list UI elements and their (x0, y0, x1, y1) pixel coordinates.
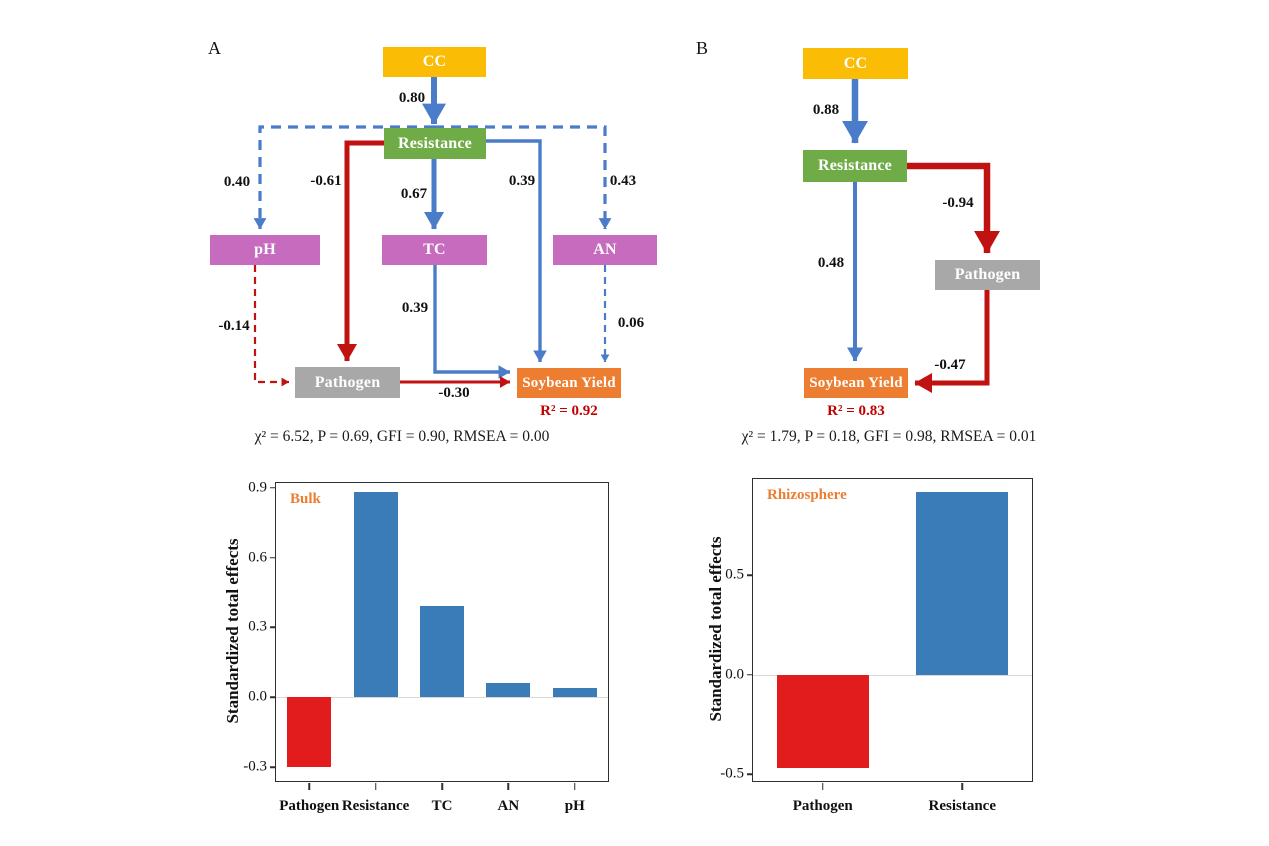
bar-resistance (353, 492, 398, 698)
y-tick-label: -0.3 (243, 758, 267, 775)
fit-statistics-a: χ² = 6.52, P = 0.69, GFI = 0.90, RMSEA =… (254, 428, 550, 445)
x-tick-label-ph: pH (564, 798, 585, 814)
arrow-a-resistance-yield (486, 139, 547, 363)
y-tick-label: 0.5 (725, 566, 744, 583)
coef-b-resistance-yield: 0.48 (817, 255, 845, 271)
node-b-cc: CC (803, 48, 908, 79)
x-tick-label-resistance: Resistance (341, 798, 410, 814)
y-tick-label: 0.9 (248, 479, 267, 496)
x-tick-mark (961, 783, 963, 790)
x-tick-mark (308, 783, 310, 790)
bar-ph (552, 687, 597, 698)
x-tick-mark (441, 783, 443, 790)
x-tick-label-pathogen: Pathogen (279, 798, 340, 814)
arrow-a-ph-pathogen-dashed (253, 265, 290, 387)
coef-a-resistance-an: 0.43 (609, 173, 637, 189)
bar-resistance (916, 491, 1009, 675)
arrow-b-resistance-pathogen (907, 162, 1000, 254)
chart-annotation: Rhizosphere (767, 487, 847, 503)
arrow-a-resistance-an-dashed (434, 125, 612, 230)
node-a-resistance: Resistance (384, 128, 486, 159)
arrow-b-pathogen-yield (914, 290, 990, 393)
coef-b-pathogen-yield: -0.47 (934, 357, 966, 373)
y-tick-mark (747, 773, 753, 775)
r2-label-b: R² = 0.83 (827, 403, 885, 419)
plot-area: Rhizosphere 0.5 0.0 -0.5 Pathogen Resistance (720, 478, 1033, 814)
chart-annotation: Bulk (290, 491, 321, 507)
y-tick-label: 0.0 (725, 666, 744, 683)
y-axis-title: Standardized total effects (223, 538, 242, 724)
coef-a-resistance-yield: 0.39 (508, 173, 536, 189)
coef-a-resistance-ph: 0.40 (223, 174, 251, 190)
y-tick-mark (747, 673, 753, 676)
panel-label-b: B (696, 38, 709, 58)
node-b-soybean-yield: Soybean Yield (804, 368, 908, 398)
node-b-resistance: Resistance (803, 150, 907, 182)
coef-a-pathogen-yield: -0.30 (438, 385, 470, 401)
y-tick-mark (747, 574, 753, 577)
bar-pathogen (776, 674, 869, 769)
coef-b-resistance-pathogen: -0.94 (942, 195, 974, 211)
y-tick-label: 0.3 (248, 618, 267, 635)
r2-label-a: R² = 0.92 (540, 403, 598, 419)
fit-statistics-b: χ² = 1.79, P = 0.18, GFI = 0.98, RMSEA =… (741, 428, 1037, 445)
panel-label-a: A (208, 38, 221, 58)
y-tick-mark (270, 766, 276, 768)
x-tick-mark (507, 783, 510, 790)
coef-a-tc-yield: 0.39 (401, 300, 429, 316)
x-tick-label-pathogen: Pathogen (792, 798, 853, 814)
node-a-ph: pH (210, 235, 320, 265)
coef-a-ph-pathogen: -0.14 (218, 318, 250, 334)
coef-a-an-yield: 0.06 (617, 315, 645, 331)
node-a-soybean-yield: Soybean Yield (517, 368, 621, 398)
y-tick-label: -0.5 (720, 765, 744, 782)
y-tick-label: 0.6 (248, 549, 267, 565)
coef-a-cc-resistance: 0.80 (398, 90, 426, 106)
y-tick-label: 0.0 (248, 688, 267, 705)
node-a-pathogen: Pathogen (295, 367, 400, 398)
arrow-a-resistance-pathogen (337, 140, 384, 362)
bar-tc (420, 606, 464, 698)
node-a-an: AN (553, 235, 657, 265)
coef-b-cc-resistance: 0.88 (812, 102, 840, 118)
x-tick-mark (574, 783, 576, 790)
node-a-tc: TC (382, 235, 487, 265)
zero-line (276, 697, 608, 699)
y-tick-mark (270, 626, 276, 629)
x-tick-mark (374, 783, 377, 790)
arrow-a-tc-yield (433, 265, 511, 379)
x-tick-label-an: AN (497, 798, 520, 814)
plot-area: Bulk 0.9 0.6 0.3 0.0 -0.3 Pathogen Resistance T… (243, 479, 609, 814)
arrow-a-resistance-ph-dashed (253, 125, 434, 230)
x-tick-mark (822, 783, 824, 790)
y-axis-title: Standardized total effects (706, 536, 725, 722)
coef-a-resistance-pathogen: -0.61 (310, 173, 342, 189)
bar-pathogen (287, 697, 332, 768)
node-a-cc: CC (383, 47, 486, 77)
zero-line (753, 674, 1032, 676)
bar-an (486, 683, 531, 698)
y-tick-mark (270, 696, 276, 698)
coef-a-resistance-tc: 0.67 (400, 186, 428, 202)
node-b-pathogen: Pathogen (935, 260, 1040, 290)
y-tick-mark (270, 486, 276, 489)
x-tick-label-resistance: Resistance (928, 798, 997, 814)
y-tick-mark (270, 556, 276, 559)
x-tick-label-tc: TC (431, 798, 453, 814)
